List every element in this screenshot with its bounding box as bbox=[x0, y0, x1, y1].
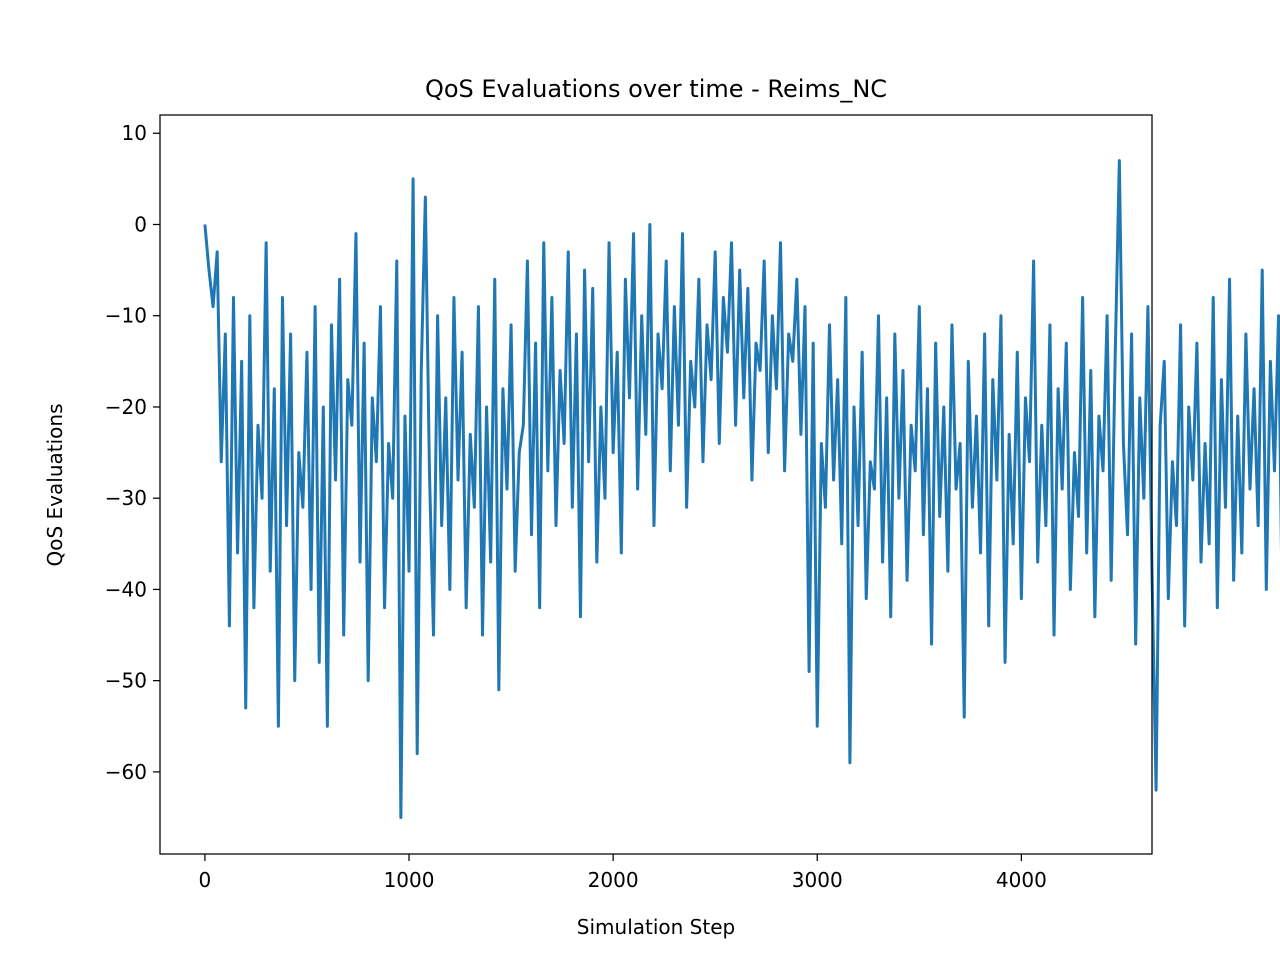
x-axis-title: Simulation Step bbox=[577, 915, 735, 939]
y-tick-label: 0 bbox=[134, 212, 147, 236]
x-tick-label: 0 bbox=[199, 868, 212, 892]
series-layer bbox=[203, 159, 1280, 820]
axes-frame bbox=[159, 114, 1153, 855]
x-tick-label: 2000 bbox=[588, 868, 639, 892]
y-tick-label: −30 bbox=[105, 486, 147, 510]
y-tick-label: −50 bbox=[105, 669, 147, 693]
y-tick-label: −20 bbox=[105, 395, 147, 419]
chart-title: QoS Evaluations over time - Reims_NC bbox=[425, 75, 887, 103]
x-tick-label: 1000 bbox=[384, 868, 435, 892]
y-axis: 10 0 −10 −20 −30 −40 −50 −60 bbox=[105, 121, 160, 784]
y-axis-title: QoS Evaluations bbox=[43, 404, 67, 567]
y-tick-label: 10 bbox=[122, 121, 147, 145]
x-tick-label: 3000 bbox=[792, 868, 843, 892]
y-tick-label: −60 bbox=[105, 760, 147, 784]
x-tick-label: 4000 bbox=[996, 868, 1047, 892]
series-line-0 bbox=[203, 159, 1280, 820]
y-tick-label: −10 bbox=[105, 304, 147, 328]
y-tick-label: −40 bbox=[105, 577, 147, 601]
x-axis: 0 1000 2000 3000 4000 bbox=[199, 854, 1047, 892]
